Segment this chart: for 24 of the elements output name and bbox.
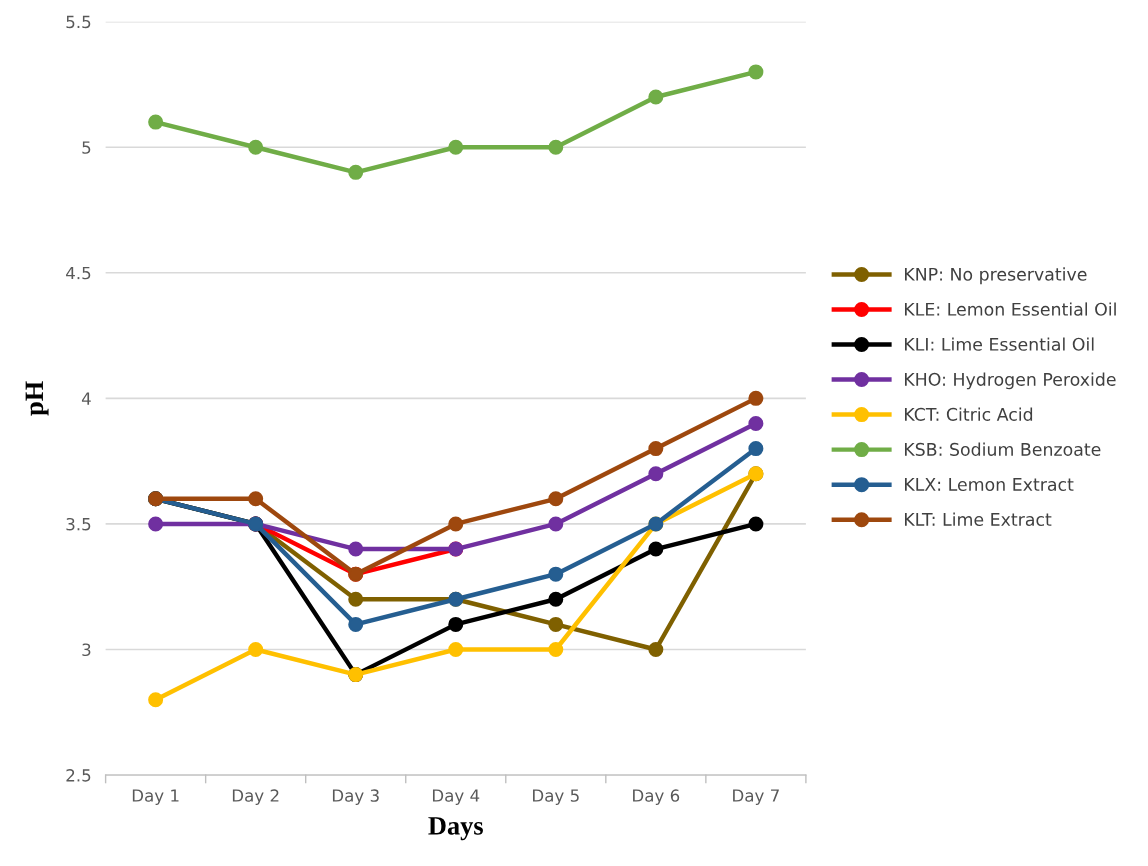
y-tick-label: 3.5 [66,517,91,531]
x-tick-label: Day 6 [633,789,680,806]
legend-label: KLE: Lemon Essential Oil [905,302,1116,316]
x-tick-label: Day 4 [432,789,480,806]
legend-label: KLI: Lime Essential Oil [905,337,1094,351]
legend-label: KLX: Lemon Extract [905,478,1074,491]
legend-label: KSB: Sodium Benzoate [905,442,1101,456]
y-tick-label: 5.5 [66,15,91,29]
x-tick-label: Day 5 [533,789,579,806]
legend-label: KHO: Hydrogen Peroxide [905,372,1116,390]
y-tick-label: 5 [82,141,91,154]
legend-label: KNP: No preservative [905,267,1087,285]
x-tick-label: Day 3 [332,789,379,806]
y-tick-label: 2.5 [66,769,91,782]
y-axis-title: pH [25,381,49,416]
y-tick-label: 4.5 [66,266,91,280]
legend-label: KLT: Lime Extract [905,512,1052,527]
x-tick-label: Day 1 [132,789,179,806]
y-tick-label: 3 [82,643,91,657]
legend-label: KCT: Citric Acid [905,407,1033,421]
x-tick-label: Day 7 [733,789,779,806]
x-axis-title: Days [428,817,483,841]
x-tick-label: Day 2 [232,789,279,806]
y-tick-label: 4 [81,392,91,405]
